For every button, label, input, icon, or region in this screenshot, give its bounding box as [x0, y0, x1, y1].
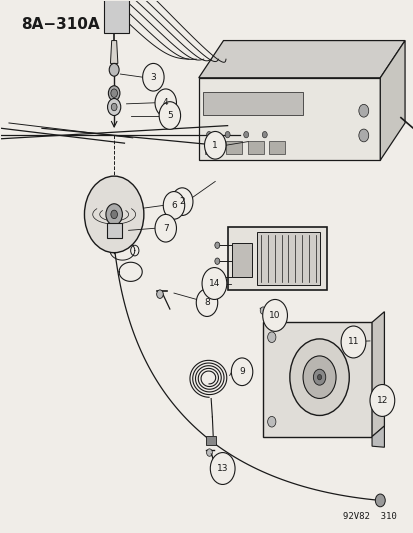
Bar [198, 78, 380, 160]
Circle shape [206, 449, 212, 456]
Circle shape [313, 369, 325, 385]
Circle shape [111, 89, 117, 98]
Circle shape [302, 356, 335, 399]
Text: 14: 14 [208, 279, 220, 288]
Circle shape [202, 268, 226, 300]
Bar [231, 243, 251, 277]
Polygon shape [371, 312, 384, 437]
Text: 3: 3 [150, 72, 156, 82]
Circle shape [375, 494, 385, 507]
Circle shape [262, 132, 267, 138]
Circle shape [210, 453, 235, 484]
Circle shape [163, 191, 184, 219]
Text: 10: 10 [269, 311, 280, 320]
Circle shape [196, 289, 217, 317]
Circle shape [142, 63, 164, 91]
Circle shape [243, 132, 248, 138]
Circle shape [260, 307, 266, 314]
Circle shape [206, 132, 211, 138]
Circle shape [159, 102, 180, 130]
Circle shape [84, 176, 144, 253]
Bar [202, 92, 302, 115]
Circle shape [214, 258, 219, 264]
Text: 2: 2 [179, 197, 185, 206]
Text: 7: 7 [162, 224, 168, 233]
Circle shape [225, 132, 230, 138]
Polygon shape [371, 426, 384, 447]
Circle shape [340, 326, 365, 358]
Polygon shape [380, 41, 404, 160]
Circle shape [171, 188, 192, 215]
Circle shape [156, 290, 163, 298]
Bar [262, 322, 371, 437]
Circle shape [111, 210, 117, 219]
Polygon shape [198, 41, 404, 78]
Circle shape [317, 375, 321, 380]
Text: 4: 4 [163, 98, 168, 107]
Circle shape [108, 86, 120, 101]
Bar [256, 232, 320, 285]
Text: 6: 6 [171, 201, 176, 210]
Text: 8A−310A: 8A−310A [21, 17, 100, 31]
Circle shape [111, 103, 117, 111]
Circle shape [369, 384, 394, 416]
Circle shape [107, 99, 121, 116]
Text: 12: 12 [376, 396, 387, 405]
Circle shape [289, 339, 349, 415]
Circle shape [267, 332, 275, 343]
Circle shape [214, 242, 219, 248]
Text: 9: 9 [239, 367, 244, 376]
Bar [104, 0, 128, 33]
Circle shape [231, 358, 252, 385]
Bar [226, 141, 242, 154]
Circle shape [358, 129, 368, 142]
Polygon shape [110, 41, 118, 63]
Text: 5: 5 [166, 111, 172, 120]
Text: 1: 1 [212, 141, 218, 150]
Circle shape [358, 104, 368, 117]
Bar [247, 141, 263, 154]
Circle shape [214, 274, 219, 280]
Circle shape [109, 63, 119, 76]
Circle shape [154, 89, 176, 117]
Bar [204, 141, 220, 154]
Bar [107, 223, 121, 238]
Text: 13: 13 [216, 464, 228, 473]
Circle shape [106, 204, 122, 225]
Text: 92V82  310: 92V82 310 [342, 512, 396, 521]
Text: 11: 11 [347, 337, 358, 346]
Circle shape [267, 416, 275, 427]
Circle shape [204, 132, 225, 159]
Bar [205, 435, 216, 445]
Text: 8: 8 [204, 298, 209, 307]
Circle shape [262, 300, 287, 332]
Bar [268, 141, 284, 154]
Bar [227, 227, 326, 290]
Circle shape [154, 214, 176, 242]
